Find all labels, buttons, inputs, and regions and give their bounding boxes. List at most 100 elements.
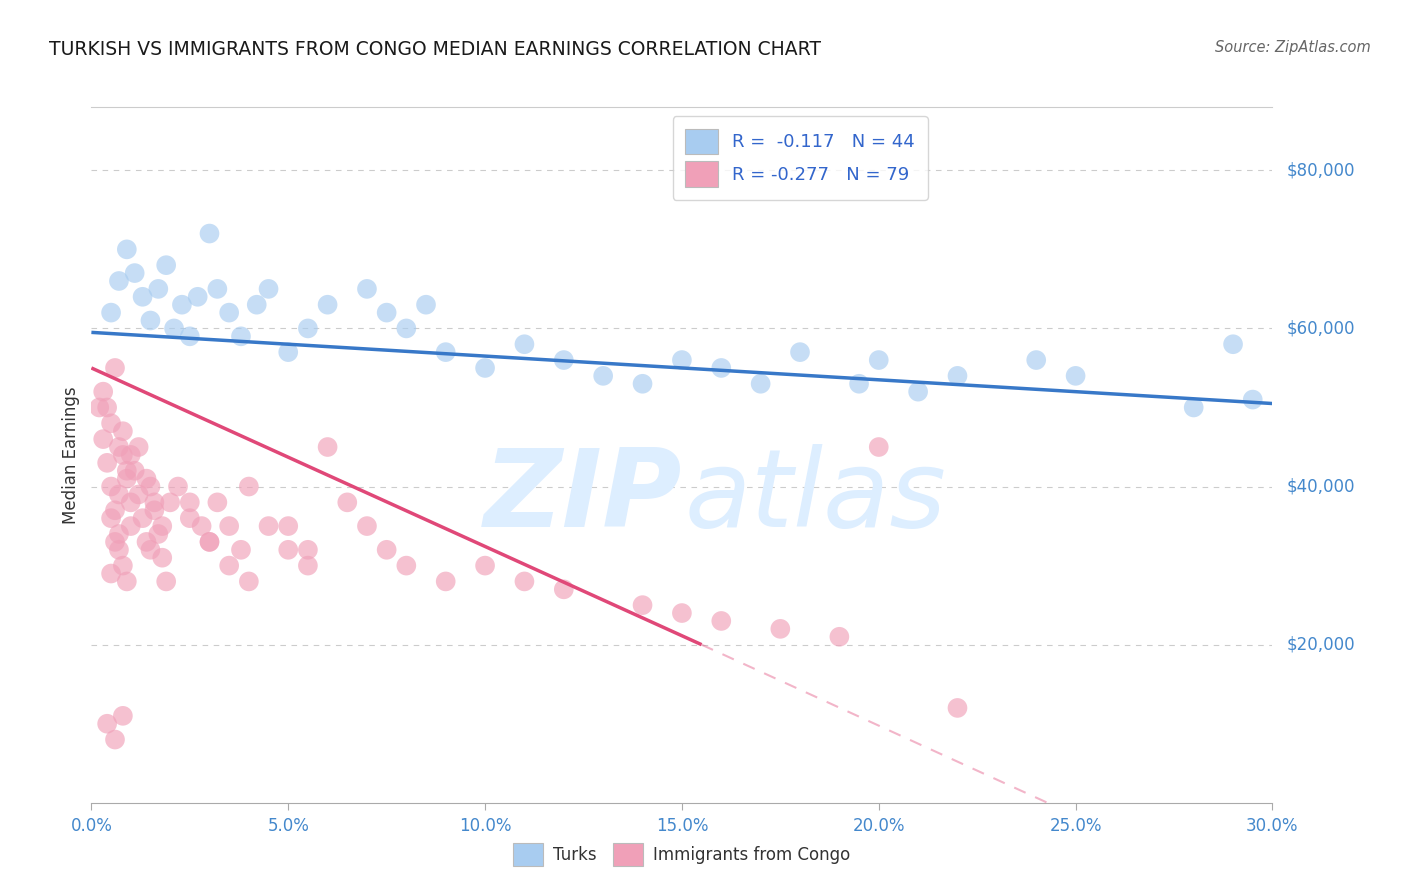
Point	[513, 337, 536, 351]
Point	[89, 401, 111, 415]
Point	[592, 368, 614, 383]
Point	[1025, 353, 1047, 368]
Point	[155, 258, 177, 272]
Point	[434, 574, 457, 589]
Point	[277, 542, 299, 557]
Point	[238, 479, 260, 493]
Point	[848, 376, 870, 391]
Point	[671, 353, 693, 368]
Point	[907, 384, 929, 399]
Point	[108, 487, 131, 501]
Point	[789, 345, 811, 359]
Point	[108, 542, 131, 557]
Point	[434, 345, 457, 359]
Point	[124, 266, 146, 280]
Point	[1064, 368, 1087, 383]
Point	[167, 479, 190, 493]
Legend: Turks, Immigrants from Congo: Turks, Immigrants from Congo	[505, 834, 859, 874]
Point	[828, 630, 851, 644]
Point	[155, 574, 177, 589]
Point	[150, 550, 173, 565]
Point	[868, 353, 890, 368]
Point	[139, 479, 162, 493]
Point	[190, 519, 212, 533]
Point	[128, 440, 150, 454]
Point	[96, 456, 118, 470]
Point	[769, 622, 792, 636]
Point	[187, 290, 209, 304]
Point	[170, 298, 193, 312]
Point	[316, 298, 339, 312]
Point	[96, 401, 118, 415]
Point	[111, 708, 134, 723]
Point	[198, 535, 221, 549]
Point	[257, 519, 280, 533]
Point	[631, 376, 654, 391]
Point	[139, 313, 162, 327]
Point	[297, 321, 319, 335]
Point	[246, 298, 269, 312]
Point	[100, 417, 122, 431]
Text: Source: ZipAtlas.com: Source: ZipAtlas.com	[1215, 40, 1371, 55]
Point	[91, 432, 114, 446]
Point	[415, 298, 437, 312]
Text: ZIP: ZIP	[484, 443, 682, 549]
Point	[115, 574, 138, 589]
Point	[111, 558, 134, 573]
Point	[218, 305, 240, 319]
Text: atlas: atlas	[685, 444, 946, 549]
Point	[395, 558, 418, 573]
Point	[631, 598, 654, 612]
Point	[124, 464, 146, 478]
Point	[143, 503, 166, 517]
Point	[474, 558, 496, 573]
Point	[395, 321, 418, 335]
Point	[474, 361, 496, 376]
Point	[375, 542, 398, 557]
Point	[277, 345, 299, 359]
Y-axis label: Median Earnings: Median Earnings	[62, 386, 80, 524]
Point	[104, 503, 127, 517]
Point	[100, 511, 122, 525]
Point	[150, 519, 173, 533]
Point	[115, 464, 138, 478]
Point	[671, 606, 693, 620]
Point	[198, 227, 221, 241]
Point	[104, 535, 127, 549]
Point	[96, 716, 118, 731]
Point	[218, 558, 240, 573]
Point	[100, 566, 122, 581]
Text: $40,000: $40,000	[1286, 477, 1355, 496]
Point	[100, 479, 122, 493]
Point	[316, 440, 339, 454]
Point	[1182, 401, 1205, 415]
Point	[277, 519, 299, 533]
Point	[135, 472, 157, 486]
Text: $80,000: $80,000	[1286, 161, 1355, 179]
Point	[179, 329, 201, 343]
Point	[143, 495, 166, 509]
Point	[115, 243, 138, 257]
Point	[1222, 337, 1244, 351]
Point	[108, 274, 131, 288]
Point	[111, 424, 134, 438]
Point	[108, 440, 131, 454]
Point	[120, 495, 142, 509]
Point	[135, 535, 157, 549]
Point	[297, 558, 319, 573]
Point	[179, 495, 201, 509]
Point	[749, 376, 772, 391]
Point	[710, 614, 733, 628]
Point	[553, 582, 575, 597]
Point	[120, 448, 142, 462]
Point	[104, 732, 127, 747]
Point	[131, 290, 153, 304]
Point	[946, 701, 969, 715]
Point	[159, 495, 181, 509]
Point	[513, 574, 536, 589]
Text: $60,000: $60,000	[1286, 319, 1355, 337]
Point	[207, 282, 229, 296]
Point	[297, 542, 319, 557]
Point	[356, 282, 378, 296]
Point	[218, 519, 240, 533]
